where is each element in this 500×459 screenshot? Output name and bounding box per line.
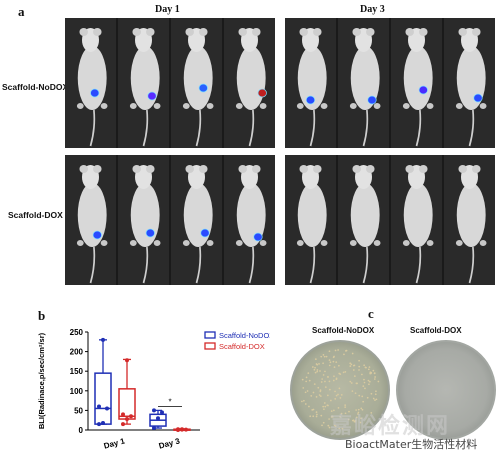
dish1-label: Scaffold-NoDOX bbox=[312, 326, 374, 335]
x-tick-label: Day 1 bbox=[103, 436, 126, 450]
day3-title: Day 3 bbox=[360, 4, 385, 15]
bli-box-plot: 0 50 100 150 200 250 BLI(Radinace,p/sec/cm²/sr… bbox=[30, 320, 270, 455]
bioluminescence-signal bbox=[258, 89, 267, 97]
mouse-image bbox=[391, 155, 442, 285]
y-axis-label: BLI(Radinace,p/sec/cm²/sr) bbox=[37, 332, 46, 429]
panel-letter-c: c bbox=[368, 306, 374, 322]
data-point bbox=[160, 410, 164, 414]
mouse-strip-day3-dox bbox=[285, 155, 495, 285]
data-point bbox=[152, 408, 156, 412]
mouse-image bbox=[171, 155, 222, 285]
mouse-image bbox=[65, 18, 116, 148]
significance-star: * bbox=[168, 397, 171, 406]
data-point bbox=[101, 338, 105, 342]
bioluminescence-signal bbox=[93, 231, 102, 239]
bioluminescence-signal bbox=[306, 96, 315, 104]
y-tick-label: 0 bbox=[79, 426, 84, 435]
data-point bbox=[97, 422, 101, 426]
bioluminescence-signal bbox=[474, 94, 483, 102]
data-point bbox=[97, 404, 101, 408]
bioluminescence-signal bbox=[148, 92, 157, 100]
mouse-strip-day1-dox bbox=[65, 155, 275, 285]
mouse-image bbox=[444, 18, 495, 148]
mouse-image bbox=[171, 18, 222, 148]
data-point bbox=[125, 358, 129, 362]
mouse-image bbox=[444, 155, 495, 285]
data-point bbox=[180, 427, 184, 431]
mouse-image bbox=[391, 18, 442, 148]
mouse-image bbox=[285, 155, 336, 285]
legend-label: Scaffold-DOX bbox=[219, 342, 265, 351]
mouse-image bbox=[224, 18, 275, 148]
bioluminescence-signal bbox=[91, 89, 100, 97]
mouse-image bbox=[224, 155, 275, 285]
mouse-strip-day3-nodox bbox=[285, 18, 495, 148]
data-point bbox=[121, 412, 125, 416]
dish2-label: Scaffold-DOX bbox=[410, 326, 462, 335]
y-tick-label: 50 bbox=[74, 406, 83, 415]
x-tick-label: Day 3 bbox=[158, 436, 181, 450]
mouse-image bbox=[338, 18, 389, 148]
bioluminescence-signal bbox=[368, 96, 377, 104]
row2-label: Scaffold-DOX bbox=[8, 210, 63, 220]
data-point bbox=[121, 422, 125, 426]
y-tick-label: 150 bbox=[70, 367, 84, 376]
data-point bbox=[184, 428, 188, 432]
mouse-image bbox=[65, 155, 116, 285]
watermark-text: BioactMater生物活性材料 bbox=[345, 436, 477, 452]
data-point bbox=[105, 406, 109, 410]
bioluminescence-signal bbox=[146, 229, 155, 237]
row1-label: Scaffold-NoDOX bbox=[2, 82, 68, 92]
data-point bbox=[152, 426, 156, 430]
bioluminescence-signal bbox=[201, 229, 210, 237]
data-point bbox=[156, 416, 160, 420]
bioluminescence-signal bbox=[254, 233, 263, 241]
data-point bbox=[176, 427, 180, 431]
mouse-image bbox=[118, 18, 169, 148]
data-point bbox=[129, 414, 133, 418]
mouse-strip-day1-nodox bbox=[65, 18, 275, 148]
legend-swatch bbox=[205, 332, 215, 338]
panel-letter-a: a bbox=[18, 4, 25, 20]
y-tick-label: 200 bbox=[70, 348, 84, 357]
data-point bbox=[125, 417, 129, 421]
mouse-image bbox=[118, 155, 169, 285]
day1-title: Day 1 bbox=[155, 4, 180, 15]
legend-label: Scaffold-NoDOX bbox=[219, 331, 270, 340]
bioluminescence-signal bbox=[419, 86, 428, 94]
data-point bbox=[101, 421, 105, 425]
mouse-image bbox=[338, 155, 389, 285]
bioluminescence-signal bbox=[199, 84, 208, 92]
mouse-image bbox=[285, 18, 336, 148]
y-tick-label: 100 bbox=[70, 387, 84, 396]
y-tick-label: 250 bbox=[70, 328, 84, 337]
box bbox=[95, 373, 111, 424]
legend-swatch bbox=[205, 343, 215, 349]
